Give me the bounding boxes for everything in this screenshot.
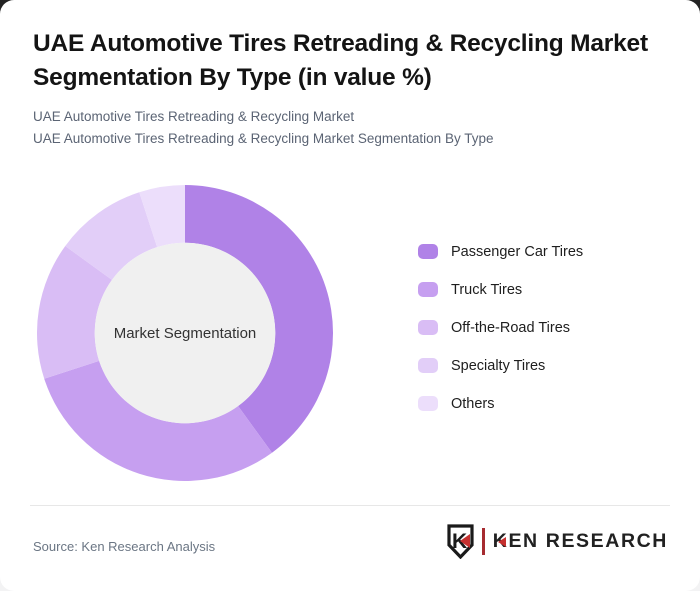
subtitle-line-1: UAE Automotive Tires Retreading & Recycl… <box>33 109 355 124</box>
donut-slice-passenger-car-tires <box>185 185 333 453</box>
donut-chart: Market Segmentation <box>37 185 333 481</box>
shield-icon: K <box>447 523 474 559</box>
donut-slice-truck-tires <box>44 360 272 481</box>
red-triangle-icon <box>459 533 470 548</box>
donut-inner-circle <box>94 242 276 424</box>
logo-word-rest: EN RESEARCH <box>508 529 668 552</box>
donut-slice-off-the-road-tires <box>37 246 112 379</box>
legend-item-passenger-car-tires: Passenger Car Tires <box>418 243 584 260</box>
legend-item-specialty-tires: Specialty Tires <box>418 357 583 374</box>
legend-item-truck-tires: Truck Tires <box>418 281 583 298</box>
source-attribution: Source: Ken Research Analysis <box>33 539 216 554</box>
legend-swatch <box>418 320 438 335</box>
footer-divider <box>30 505 670 506</box>
legend-item-others: Others <box>418 395 583 412</box>
legend-label: Passenger Car Tires <box>451 243 584 260</box>
ken-research-logo: K K EN RESEARCH <box>446 521 668 561</box>
donut-slice-specialty-tires <box>65 192 158 280</box>
chart-legend: Passenger Car Tires Truck Tires Off-the-… <box>418 244 583 434</box>
legend-label: Specialty Tires <box>451 357 546 374</box>
legend-label: Off-the-Road Tires <box>451 319 571 336</box>
legend-label: Others <box>451 395 495 412</box>
legend-swatch <box>418 244 438 259</box>
page-title: UAE Automotive Tires Retreading & Recycl… <box>33 30 648 91</box>
subtitle-line-2: UAE Automotive Tires Retreading & Recycl… <box>33 130 494 146</box>
legend-swatch <box>418 396 438 411</box>
red-triangle-icon <box>498 537 507 547</box>
donut-chart-svg <box>37 185 333 481</box>
legend-swatch <box>418 358 438 373</box>
logo-divider-bar <box>481 527 485 555</box>
legend-item-off-the-road-tires: Off-the-Road Tires <box>418 319 583 336</box>
logo-wordmark: K EN RESEARCH <box>493 530 668 553</box>
legend-swatch <box>418 282 438 297</box>
breadcrumb: UAE Automotive Tires Retreading & Recycl… <box>33 106 678 149</box>
legend-label: Truck Tires <box>451 281 523 298</box>
donut-slice-others <box>139 185 185 248</box>
svg-text:K: K <box>452 530 467 553</box>
